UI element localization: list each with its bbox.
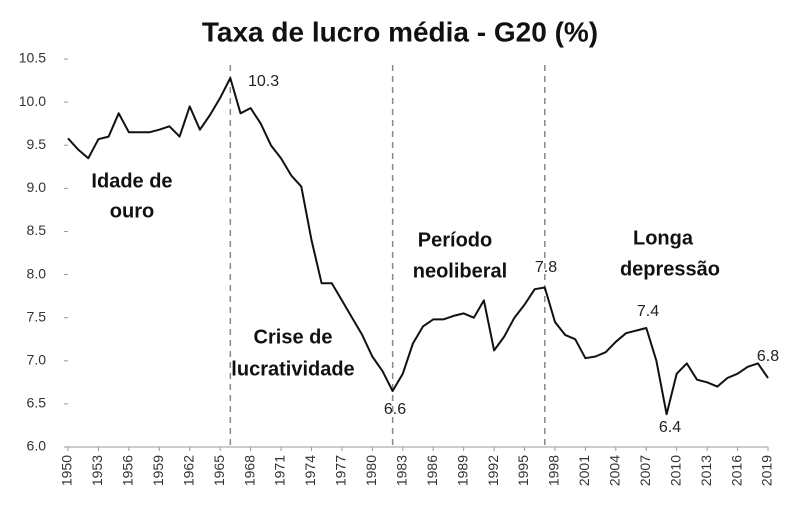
point-label: 6.8 <box>757 348 779 365</box>
x-tick-label: 2007 <box>637 455 653 486</box>
x-tick-label: 1974 <box>302 455 318 486</box>
period-label: Período <box>418 229 492 251</box>
x-tick-label: 1956 <box>120 455 136 486</box>
data-line <box>67 77 769 416</box>
x-tick-label: 1989 <box>454 455 470 486</box>
chart-title: Taxa de lucro média - G20 (%) <box>202 16 598 47</box>
x-tick-label: 1959 <box>150 455 166 486</box>
y-tick-label: 6.5 <box>27 395 47 411</box>
y-tick-label: 7.5 <box>27 308 47 324</box>
period-label: Crise de <box>254 326 333 348</box>
period-label: depressão <box>620 258 720 280</box>
x-tick-label: 2010 <box>667 455 683 486</box>
point-label: 6.4 <box>659 419 681 436</box>
x-tick-label: 1965 <box>211 455 227 486</box>
period-label: ouro <box>110 200 154 222</box>
period-label: Idade de <box>91 170 172 192</box>
y-tick-label: 10.0 <box>19 93 46 109</box>
y-tick-label: 8.0 <box>27 265 47 281</box>
x-tick-label: 1992 <box>485 455 501 486</box>
point-label: 10.3 <box>248 73 279 90</box>
y-tick-label: 6.0 <box>27 438 47 454</box>
y-tick-label: 8.5 <box>27 222 47 238</box>
period-label: lucratividade <box>231 358 354 380</box>
point-label: 6.6 <box>384 401 406 418</box>
y-tick-label: 9.5 <box>27 136 47 152</box>
point-label: 7.8 <box>535 259 557 276</box>
x-tick-label: 2001 <box>576 455 592 486</box>
x-tick-label: 2016 <box>728 455 744 486</box>
x-tick-label: 1968 <box>241 455 257 486</box>
x-tick-label: 1977 <box>333 455 349 486</box>
y-tick-label: 10.5 <box>19 50 46 66</box>
y-tick-label: 9.0 <box>27 179 47 195</box>
period-label: neoliberal <box>413 260 507 282</box>
x-tick-label: 2013 <box>698 455 714 486</box>
x-tick-label: 2019 <box>759 455 775 486</box>
x-tick-label: 1971 <box>272 455 288 486</box>
y-tick-label: 7.0 <box>27 351 47 367</box>
x-tick-label: 1983 <box>393 455 409 486</box>
x-tick-label: 1980 <box>363 455 379 486</box>
x-tick-label: 1953 <box>89 455 105 486</box>
x-tick-label: 1995 <box>515 455 531 486</box>
x-tick-label: 2004 <box>607 455 623 486</box>
point-label: 7.4 <box>637 303 659 320</box>
x-tick-label: 1998 <box>546 455 562 486</box>
period-label: Longa <box>633 227 694 249</box>
x-tick-label: 1962 <box>180 455 196 486</box>
x-tick-label: 1950 <box>59 455 75 486</box>
x-tick-label: 1986 <box>424 455 440 486</box>
